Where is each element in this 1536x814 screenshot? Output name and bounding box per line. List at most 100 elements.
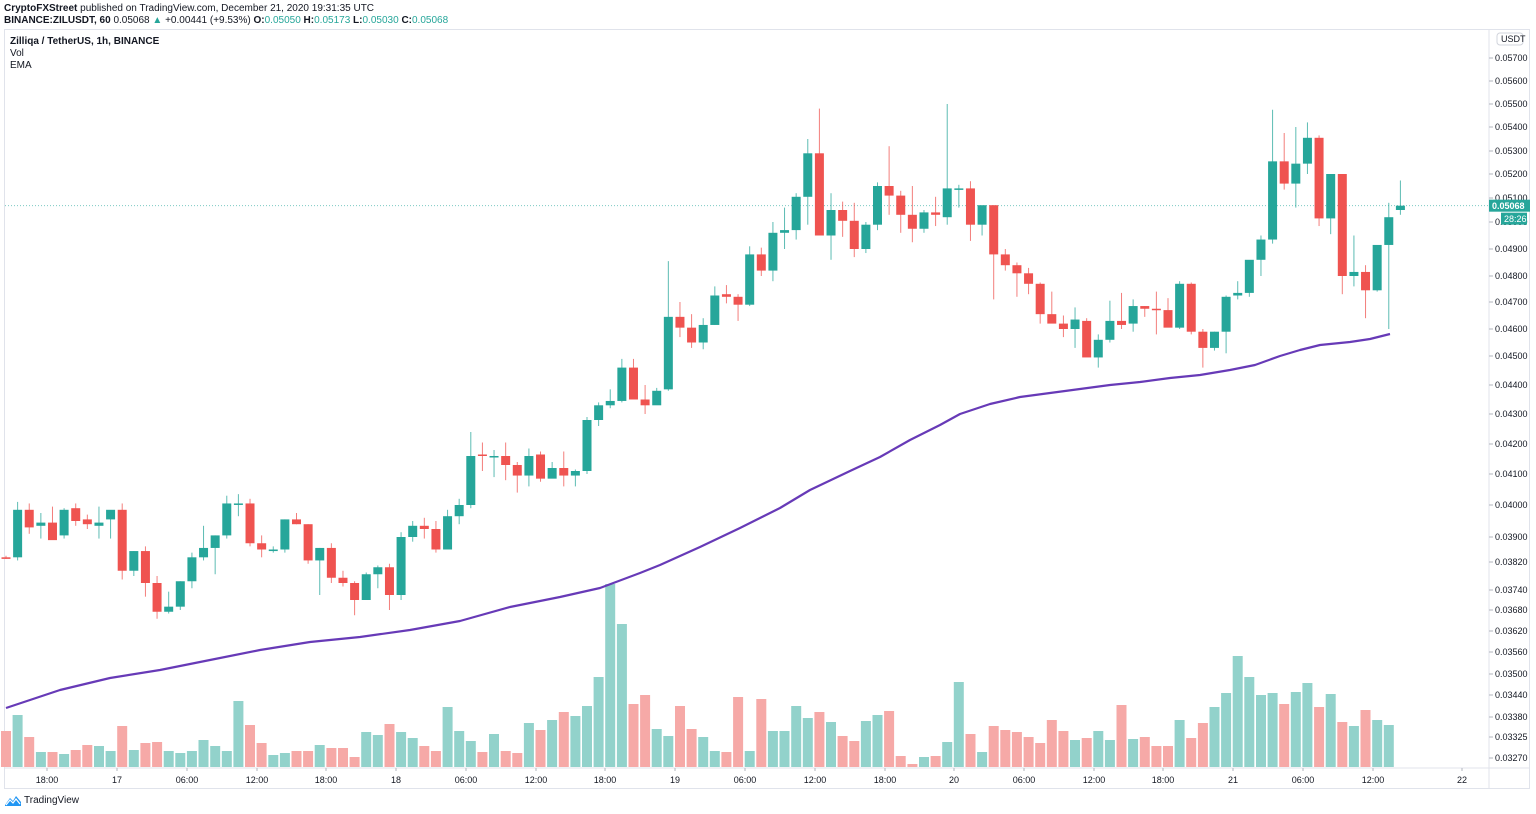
candle <box>536 451 546 482</box>
price-tick-label: 0.03820 <box>1495 557 1528 567</box>
candle-body <box>1395 205 1405 210</box>
candle <box>384 563 394 610</box>
volume-bar <box>698 737 709 767</box>
candle-body <box>1151 308 1161 311</box>
volume-bar <box>361 732 372 767</box>
price-tick-label: 0.04000 <box>1495 500 1528 510</box>
candle <box>1291 127 1301 208</box>
chart-frame[interactable] <box>4 29 1530 789</box>
legend-ema[interactable]: EMA <box>10 60 32 71</box>
volume-bar <box>82 745 93 767</box>
candle <box>501 442 511 481</box>
candle <box>768 222 778 282</box>
candle <box>942 104 952 225</box>
candle-body <box>292 519 301 525</box>
candle-body <box>13 509 23 558</box>
candle <box>1198 329 1208 368</box>
price-tick-label: 0.04300 <box>1495 409 1528 419</box>
chart-legend: Zilliqa / TetherUS, 1h, BINANCE Vol EMA <box>10 36 159 72</box>
volume-bar <box>721 752 732 767</box>
volume-bar <box>152 742 163 767</box>
candle <box>675 302 685 338</box>
candle <box>117 503 127 580</box>
candle <box>1244 259 1254 297</box>
candle-body <box>187 557 197 582</box>
volume-bars <box>1 584 1394 767</box>
candle-body <box>1117 320 1127 325</box>
candle-body <box>617 367 627 401</box>
volume-bar <box>175 753 186 767</box>
price-tick-label: 0.04800 <box>1495 271 1528 281</box>
volume-bar <box>535 730 546 767</box>
candle-body <box>280 519 290 550</box>
candle <box>222 495 232 539</box>
volume-bar <box>756 699 767 767</box>
candle <box>361 572 371 600</box>
candle <box>1024 267 1034 295</box>
candle-body <box>989 205 999 255</box>
candle-body <box>117 509 127 571</box>
candle-body <box>1209 331 1219 348</box>
volume-bar <box>279 753 290 767</box>
volume-bar <box>419 746 430 767</box>
volume-bar <box>1163 746 1173 767</box>
candle <box>896 190 906 233</box>
volume-bar <box>59 754 70 767</box>
volume-bar <box>802 718 813 767</box>
countdown-tag <box>1501 212 1527 225</box>
candle-body <box>1012 265 1022 274</box>
volume-bar <box>1011 732 1022 767</box>
time-tick-label: 18:00 <box>874 775 897 785</box>
price-tick-label: 0.03380 <box>1495 712 1528 722</box>
candle-body <box>536 454 546 479</box>
candle-body <box>140 551 150 583</box>
legend-vol[interactable]: Vol <box>10 48 24 59</box>
candle <box>1302 122 1312 174</box>
candle <box>1058 315 1068 338</box>
volume-bar <box>942 742 953 767</box>
candle <box>408 521 418 542</box>
volume-bar <box>1046 720 1057 767</box>
candle-body <box>408 525 418 537</box>
candle <box>210 535 220 575</box>
candle-body <box>175 581 185 607</box>
candle <box>1151 291 1161 335</box>
time-tick-label: 18:00 <box>1152 775 1175 785</box>
candle-body <box>547 468 557 479</box>
candle-body <box>24 509 34 528</box>
time-tick-label: 22 <box>1457 775 1467 785</box>
currency-button[interactable] <box>1496 32 1524 46</box>
candle <box>106 509 116 539</box>
volume-bar <box>1256 695 1266 767</box>
candle-body <box>1035 283 1045 315</box>
candle-body <box>803 153 813 197</box>
price-tick-label: 0.04900 <box>1495 244 1528 254</box>
volume-bar <box>105 751 116 767</box>
candle <box>233 494 243 517</box>
candle-body <box>1058 323 1068 329</box>
candle <box>640 385 650 414</box>
candle-body <box>222 503 232 536</box>
candle <box>977 205 987 236</box>
volume-bar <box>977 752 988 767</box>
candle <box>617 358 627 403</box>
volume-bar <box>210 746 221 767</box>
time-tick-label: 21 <box>1228 775 1238 785</box>
candle <box>826 193 836 260</box>
candle <box>814 108 824 236</box>
time-tick-label: 06:00 <box>1013 775 1036 785</box>
candle <box>594 402 604 426</box>
candle <box>1279 133 1289 190</box>
candle <box>326 543 336 583</box>
volume-bar <box>1209 707 1220 767</box>
price-tick-label: 0.05300 <box>1495 146 1528 156</box>
candle-body <box>59 509 69 536</box>
candle-body <box>489 456 499 458</box>
candle-body <box>838 210 848 221</box>
time-tick-label: 18:00 <box>36 775 59 785</box>
candle <box>1361 265 1371 319</box>
candle-body <box>106 509 116 520</box>
candle <box>849 202 859 258</box>
candle <box>780 207 790 249</box>
